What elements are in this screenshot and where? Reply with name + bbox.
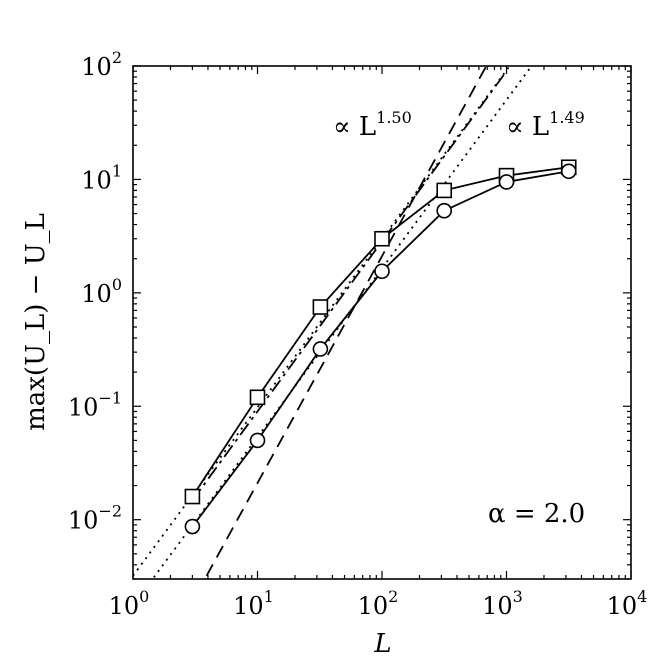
y-axis-label: max(U_L) − U_L [21,213,51,431]
circle-marker [374,263,390,280]
circle-marker [312,341,329,357]
y-tick-exponent: 2 [112,48,122,67]
x-tick-labels: 100 101 102 103 104 [109,587,648,620]
x-tick-exponent: 0 [139,587,149,606]
x-tick-base: 10 [482,592,513,620]
x-tick-label: 104 [607,587,648,620]
fit-label-slope-149: ∝ L1.49 [506,108,585,142]
x-tick-exponent: 1 [264,587,274,606]
x-axis-label: L [373,629,391,659]
fit-line-dashdot [191,70,508,501]
y-tick-exponent: −2 [98,502,122,521]
circle-marker [560,163,577,180]
y-tick-exponent: 1 [112,161,122,180]
fit-label-150-text: ∝ L [333,112,376,142]
fit-label-150-exponent: 1.50 [376,108,412,127]
circle-marker [249,432,266,449]
circle-marker [184,518,201,535]
x-tick-label: 102 [358,587,399,620]
y-tick-exponent: −1 [98,388,122,407]
y-tick-label: 101 [81,161,122,194]
fit-label-149-text: ∝ L [506,112,549,142]
y-tick-label: 10−1 [68,388,122,421]
square-marker [312,299,329,315]
y-tick-base: 10 [68,507,99,535]
x-tick-base: 10 [233,592,264,620]
y-tick-base: 10 [81,166,112,194]
x-tick-base: 10 [358,592,389,620]
y-tick-label: 10−2 [68,502,122,535]
x-tick-label: 103 [482,587,523,620]
x-tick-base: 10 [607,592,638,620]
y-tick-exponent: 0 [112,275,122,294]
fit-line-dotted [133,66,511,577]
data-series [184,159,577,535]
x-tick-base: 10 [109,592,140,620]
circle-marker [498,174,515,190]
square-marker [184,488,201,505]
x-tick-exponent: 2 [388,587,398,606]
x-tick-label: 101 [233,587,274,620]
y-tick-label: 102 [81,48,122,81]
y-tick-label: 100 [81,275,122,308]
fit-label-149-exponent: 1.49 [549,108,585,127]
square-marker [249,389,266,406]
y-tick-base: 10 [81,280,112,308]
x-tick-label: 100 [109,587,150,620]
y-tick-base: 10 [81,53,112,81]
fit-label-slope-150: ∝ L1.50 [333,108,412,142]
alpha-annotation: α = 2.0 [488,499,585,529]
y-tick-base: 10 [68,393,99,421]
x-tick-exponent: 4 [637,587,647,606]
square-marker [374,230,390,247]
plot-frame [132,65,632,580]
circle-marker [436,202,453,219]
x-tick-exponent: 3 [513,587,523,606]
square-marker [436,182,453,199]
